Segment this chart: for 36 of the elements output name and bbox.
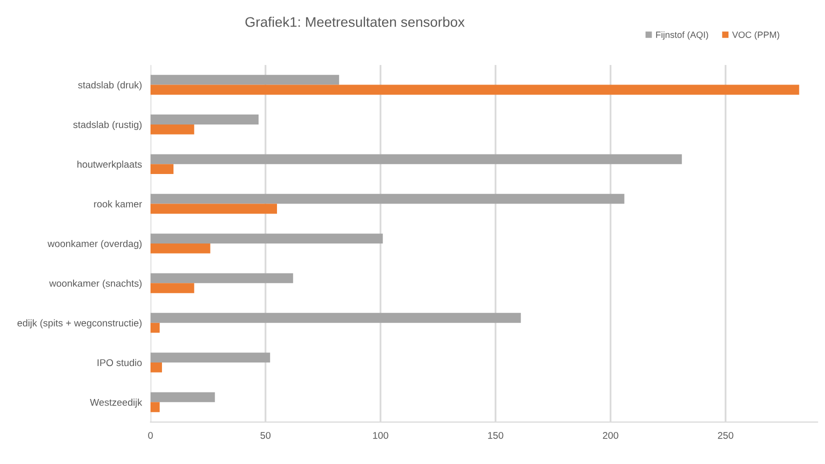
- bar: [150, 84, 800, 95]
- x-tick-label: 250: [718, 432, 734, 439]
- bar: [150, 114, 259, 124]
- y-tick-label: woonkamer (snachts): [49, 280, 142, 289]
- y-tick-label: woonkamer (overdag): [48, 240, 142, 250]
- bar: [150, 154, 682, 164]
- x-tick-label: 200: [602, 432, 618, 439]
- y-tick-label: Westzeedijk: [90, 398, 142, 408]
- bar: [150, 164, 174, 174]
- bar: [150, 243, 210, 254]
- x-tick-label: 50: [260, 432, 271, 439]
- x-tick-label: 150: [488, 432, 504, 439]
- chart-title: Grafiek1: Meetresultaten sensorbox: [245, 16, 465, 27]
- bar: [150, 352, 270, 362]
- bar: [150, 312, 521, 323]
- y-tick-label: rook kamer: [94, 200, 142, 208]
- bar: [150, 322, 160, 333]
- y-tick-label: houtwerkplaats: [77, 160, 142, 170]
- legend-label: Fijnstof (AQI): [656, 31, 708, 40]
- y-tick-label: stadslab (rustig): [73, 120, 142, 130]
- bar: [150, 234, 383, 244]
- bar: [150, 204, 277, 214]
- bar: [150, 392, 215, 402]
- bar: [150, 74, 340, 85]
- y-tick-label: stadslab (druk): [78, 81, 142, 90]
- legend-label: VOC (PPM): [732, 31, 780, 40]
- y-tick-label: edijk (spits + wegconstructie): [17, 319, 142, 328]
- bar: [150, 402, 160, 412]
- bar: [150, 194, 624, 204]
- x-tick-label: 100: [373, 432, 388, 439]
- bar: [150, 283, 194, 294]
- x-tick-label: 0: [148, 432, 153, 439]
- bar: [150, 362, 162, 372]
- y-tick-label: IPO studio: [98, 358, 142, 366]
- bar: [150, 124, 194, 134]
- bar: [150, 273, 294, 284]
